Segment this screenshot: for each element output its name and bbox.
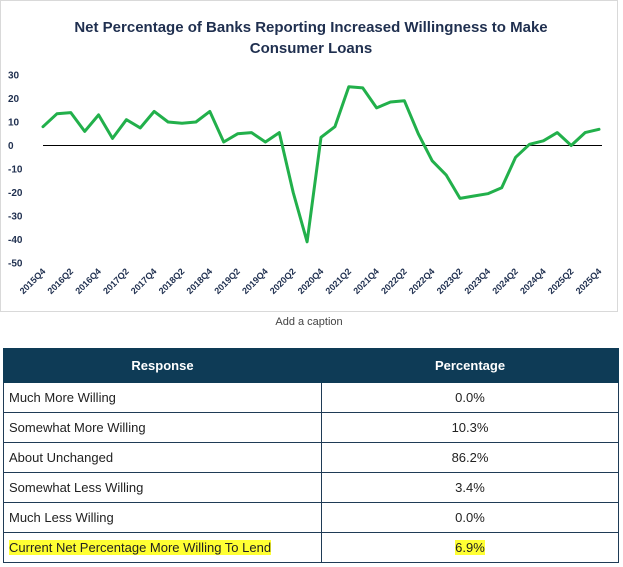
x-tick-label: 2019Q4 [240,266,270,296]
x-tick-label: 2021Q2 [323,266,353,296]
y-tick-label: -10 [8,165,23,176]
x-tick-label: 2018Q4 [184,266,214,296]
x-tick-label: 2021Q4 [351,266,381,296]
y-tick-label: -20 [8,188,23,199]
summary-row: Current Net Percentage More Willing To L… [3,532,619,563]
x-tick-label: 2024Q4 [518,266,548,296]
percentage-cell: 3.4% [321,472,619,503]
line-chart: Net Percentage of Banks Reporting Increa… [8,19,604,296]
summary-response-cell: Current Net Percentage More Willing To L… [3,532,322,563]
percentage-cell: 0.0% [321,502,619,533]
x-tick-label: 2023Q2 [435,266,465,296]
table-row: Much More Willing 0.0% [3,382,619,413]
table-header-row: Response Percentage [3,348,619,383]
x-tick-label: 2022Q4 [407,266,437,296]
chart-title-line-2: Consumer Loans [250,40,373,57]
table-row: About Unchanged 86.2% [3,442,619,473]
table-row: Much Less Willing 0.0% [3,502,619,533]
series-layer [41,85,601,244]
y-tick-label: 10 [8,118,20,129]
response-cell: Somewhat Less Willing [3,472,322,503]
response-table: Response Percentage Much More Willing 0.… [3,348,619,563]
x-tick-label: 2016Q2 [45,266,75,296]
percentage-cell: 10.3% [321,412,619,443]
x-axis: 2015Q42016Q22016Q42017Q22017Q42018Q22018… [18,266,604,296]
chart-title-line-1: Net Percentage of Banks Reporting Increa… [74,19,547,36]
response-cell: Much More Willing [3,382,322,413]
percentage-cell: 86.2% [321,442,619,473]
y-tick-label: 0 [8,141,14,152]
chart-container: Net Percentage of Banks Reporting Increa… [0,0,618,312]
x-tick-label: 2018Q2 [157,266,187,296]
y-tick-label: -50 [8,259,23,270]
response-cell: About Unchanged [3,442,322,473]
summary-percentage-cell: 6.9% [321,532,619,563]
table-row: Somewhat Less Willing 3.4% [3,472,619,503]
x-tick-label: 2016Q4 [73,266,103,296]
y-tick-label: 30 [8,71,20,82]
x-tick-label: 2025Q4 [574,266,604,296]
summary-percentage-highlight: 6.9% [455,540,485,555]
summary-response-highlight: Current Net Percentage More Willing To L… [9,540,272,555]
x-tick-label: 2024Q2 [490,266,520,296]
percentage-column-header: Percentage [321,348,619,383]
x-tick-label: 2025Q2 [546,266,576,296]
x-tick-label: 2015Q4 [18,266,48,296]
table-row: Somewhat More Willing 10.3% [3,412,619,443]
response-cell: Somewhat More Willing [3,412,322,443]
y-tick-label: -40 [8,235,23,246]
chart-caption[interactable]: Add a caption [275,316,343,328]
x-tick-label: 2019Q2 [212,266,242,296]
y-axis: 30 20 10 0 -10 -20 -30 -40 -50 [8,71,602,270]
y-tick-label: -30 [8,212,23,223]
response-cell: Much Less Willing [3,502,322,533]
series-line [41,85,601,244]
x-tick-label: 2020Q4 [296,266,326,296]
x-tick-label: 2017Q4 [129,266,159,296]
response-column-header: Response [3,348,322,383]
percentage-cell: 0.0% [321,382,619,413]
x-tick-label: 2017Q2 [101,266,131,296]
y-tick-label: 20 [8,94,20,105]
x-tick-label: 2023Q4 [462,266,492,296]
x-tick-label: 2020Q2 [268,266,298,296]
x-tick-label: 2022Q2 [379,266,409,296]
